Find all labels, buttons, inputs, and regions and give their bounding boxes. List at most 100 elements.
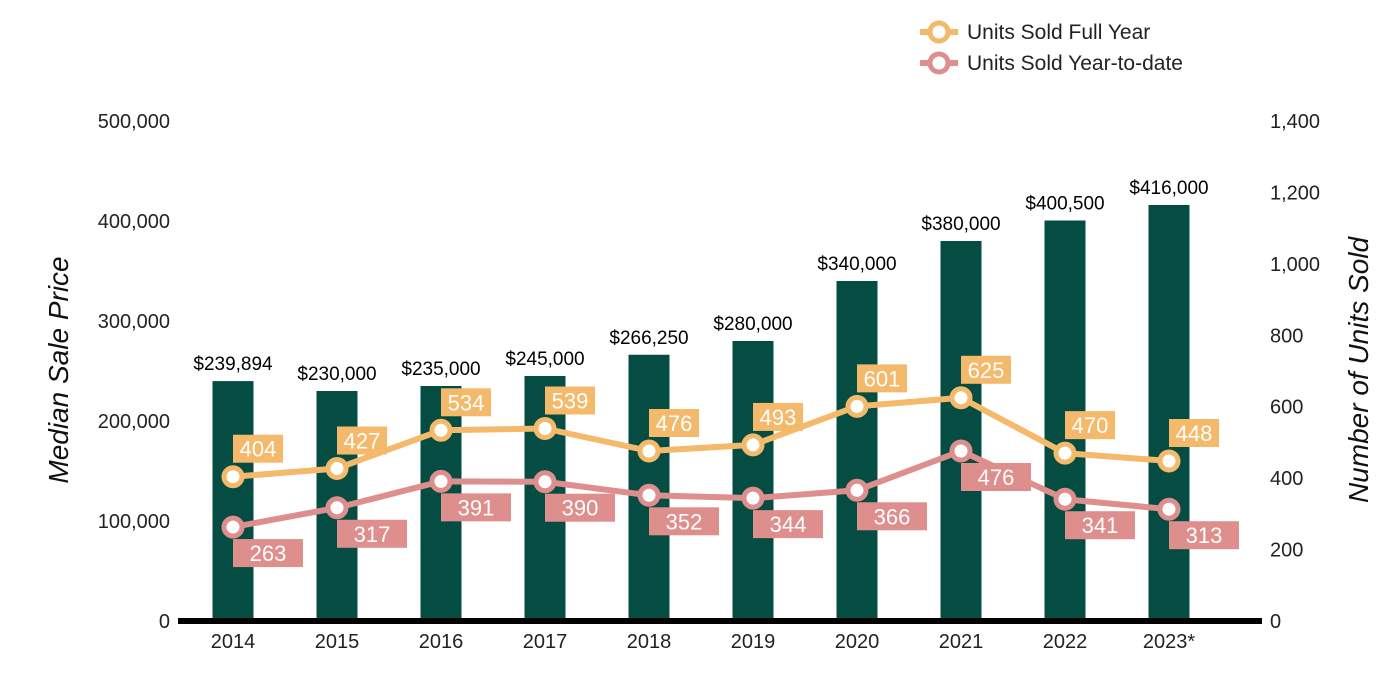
bar-value-label: $245,000 <box>505 349 584 370</box>
price-bar <box>836 281 878 621</box>
full-year-marker <box>949 386 973 410</box>
ytd-value-label: 391 <box>458 495 495 520</box>
ytd-marker <box>741 486 765 510</box>
right-tick-label: 0 <box>1270 611 1281 633</box>
full-year-marker <box>429 418 453 442</box>
ytd-label-box <box>545 493 615 522</box>
bar-value-label: $235,000 <box>401 359 480 380</box>
price-bar <box>732 341 774 621</box>
full-year-value-label: 493 <box>760 405 797 430</box>
full-year-value-label: 476 <box>656 411 693 436</box>
ytd-label-box <box>753 510 823 539</box>
ytd-label-box <box>233 539 303 568</box>
full-year-label-box <box>649 409 699 437</box>
right-axis: 0 200 400 600 800 1,000 1,200 1,400 <box>1270 111 1320 633</box>
ytd-marker <box>325 496 349 520</box>
full-year-label-box <box>1169 419 1219 447</box>
legend-label-full-year: Units Sold Full Year <box>967 21 1150 44</box>
full-year-value-label: 470 <box>1072 413 1109 438</box>
lines-layer: 404 427 534 539 476 493 601 625 470 448 263 317 391 3… <box>221 355 1239 568</box>
bar-value-label: $239,894 <box>193 354 273 375</box>
full-year-label-box <box>961 355 1011 384</box>
full-year-label-box <box>753 402 803 431</box>
ytd-marker <box>429 469 453 493</box>
ytd-label-box <box>649 507 719 536</box>
right-tick-label: 1,400 <box>1270 111 1320 133</box>
full-year-label-box <box>545 386 595 415</box>
price-bar <box>212 381 254 621</box>
legend-label-ytd: Units Sold Year-to-date <box>967 52 1183 75</box>
price-bar <box>1148 205 1190 621</box>
right-tick-label: 400 <box>1270 468 1303 490</box>
full-year-marker <box>221 465 245 489</box>
price-bar <box>940 241 982 621</box>
full-year-marker <box>637 439 661 463</box>
ytd-marker <box>1157 497 1181 521</box>
x-tick-label: 2023* <box>1143 631 1195 653</box>
full-year-marker <box>845 394 869 418</box>
x-tick-label: 2015 <box>315 631 360 653</box>
ytd-value-label: 390 <box>562 496 599 521</box>
right-tick-label: 1,000 <box>1270 254 1320 276</box>
left-tick-label: 200,000 <box>98 411 170 433</box>
x-tick-label: 2020 <box>835 631 880 653</box>
ytd-marker <box>845 478 869 502</box>
ytd-value-label: 263 <box>250 541 287 566</box>
x-tick-label: 2021 <box>939 631 984 653</box>
right-tick-label: 600 <box>1270 397 1303 419</box>
x-tick-label: 2016 <box>419 631 464 653</box>
full-year-value-label: 427 <box>344 429 381 454</box>
ytd-label-box <box>441 493 511 522</box>
legend: Units Sold Full Year Units Sold Year-to-… <box>920 20 1183 75</box>
right-axis-title: Number of Units Sold <box>1343 236 1374 504</box>
ytd-marker <box>949 439 973 463</box>
right-tick-label: 800 <box>1270 325 1303 347</box>
ytd-value-label: 366 <box>874 504 911 529</box>
full-year-value-label: 625 <box>968 358 1005 383</box>
full-year-label-box <box>337 426 387 455</box>
right-tick-label: 1,200 <box>1270 182 1320 204</box>
x-tick-label: 2014 <box>211 631 256 653</box>
ytd-value-label: 476 <box>978 465 1015 490</box>
bar-value-label: $230,000 <box>297 364 376 385</box>
full-year-value-label: 448 <box>1176 421 1213 446</box>
ytd-value-label: 313 <box>1186 523 1223 548</box>
x-tick-label: 2019 <box>731 631 776 653</box>
ytd-value-label: 341 <box>1082 513 1119 538</box>
bars-layer: $239,894 $230,000 $235,000 $245,000 $266,250… <box>193 178 1209 621</box>
left-tick-label: 100,000 <box>98 511 170 533</box>
full-year-marker <box>325 457 349 480</box>
ytd-label-box <box>961 463 1031 491</box>
left-tick-label: 500,000 <box>98 111 170 133</box>
full-year-label-box <box>857 364 907 393</box>
full-year-line <box>232 394 1170 480</box>
ytd-marker <box>637 483 661 507</box>
x-tick-label: 2018 <box>627 631 672 653</box>
ytd-marker <box>221 515 245 539</box>
ytd-marker <box>533 470 557 494</box>
full-year-marker <box>1157 449 1181 473</box>
ytd-value-label: 352 <box>666 509 703 534</box>
ytd-label-box <box>1065 511 1135 540</box>
left-tick-label: 400,000 <box>98 211 170 233</box>
full-year-marker <box>1053 441 1077 465</box>
ytd-marker <box>1053 487 1077 511</box>
right-tick-label: 200 <box>1270 540 1303 562</box>
left-tick-label: 300,000 <box>98 311 170 333</box>
bar-value-label: $416,000 <box>1129 178 1208 199</box>
full-year-marker <box>533 417 557 440</box>
left-tick-label: 0 <box>159 611 170 633</box>
bar-value-label: $400,500 <box>1025 194 1104 215</box>
bar-value-label: $380,000 <box>921 214 1000 235</box>
legend-marker-ytd <box>927 51 951 75</box>
left-axis-title: Median Sale Price <box>43 256 74 483</box>
bar-value-label: $280,000 <box>713 314 792 335</box>
full-year-value-label: 534 <box>448 390 485 415</box>
bar-value-label: $340,000 <box>817 254 896 275</box>
full-year-label-box <box>441 388 491 417</box>
ytd-label-box <box>1169 521 1239 550</box>
full-year-value-label: 404 <box>240 437 277 462</box>
x-tick-label: 2022 <box>1043 631 1088 653</box>
